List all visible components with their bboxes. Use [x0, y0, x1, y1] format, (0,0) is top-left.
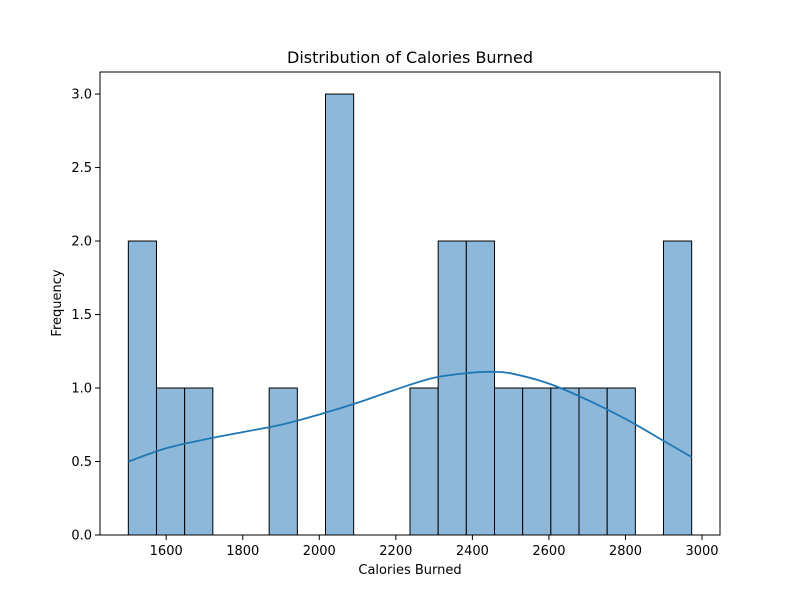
- histogram-bar: [268, 387, 298, 536]
- x-tick-label: 2200: [379, 544, 412, 559]
- histogram-bar: [550, 387, 580, 536]
- x-axis-title: Calories Burned: [358, 563, 461, 578]
- histogram-bars: [127, 93, 693, 536]
- histogram-bar: [409, 387, 439, 536]
- x-tick-label: 3000: [685, 544, 718, 559]
- histogram-bar: [155, 387, 186, 536]
- y-tick-label: 0.0: [71, 529, 92, 544]
- y-axis-ticks: 0.0 0.5 1.0 1.5 2.0 2.5 3.0: [71, 88, 100, 544]
- x-tick-label: 2000: [303, 544, 336, 559]
- histogram-bar: [606, 387, 636, 536]
- x-tick-label: 2600: [532, 544, 565, 559]
- kde-curve: [128, 370, 693, 463]
- histogram-bar: [465, 240, 496, 536]
- x-tick-label: 2400: [456, 544, 489, 559]
- x-tick-label: 1600: [150, 544, 183, 559]
- histogram-bar: [324, 93, 355, 536]
- x-tick-label: 1800: [226, 544, 259, 559]
- y-tick-label: 3.0: [71, 88, 92, 103]
- histogram-bar: [127, 240, 157, 536]
- y-tick-label: 0.5: [71, 455, 92, 470]
- y-tick-label: 1.5: [71, 308, 92, 323]
- y-tick-label: 1.0: [71, 382, 92, 397]
- x-axis-ticks: 1600 1800 2000 2200 2400 2600 2800 3000: [150, 535, 719, 559]
- chart-title: Distribution of Calories Burned: [287, 48, 533, 67]
- histogram-bar: [663, 240, 693, 536]
- histogram-bar: [494, 387, 524, 536]
- histogram-bar: [437, 240, 467, 536]
- plot-frame: [99, 71, 721, 536]
- histogram-bar: [522, 387, 552, 536]
- histogram-bar: [578, 387, 608, 536]
- histogram-bar: [184, 387, 214, 536]
- x-tick-label: 2800: [609, 544, 642, 559]
- y-tick-label: 2.5: [71, 161, 92, 176]
- y-tick-label: 2.0: [71, 235, 92, 250]
- y-axis-title: Frequency: [50, 269, 65, 336]
